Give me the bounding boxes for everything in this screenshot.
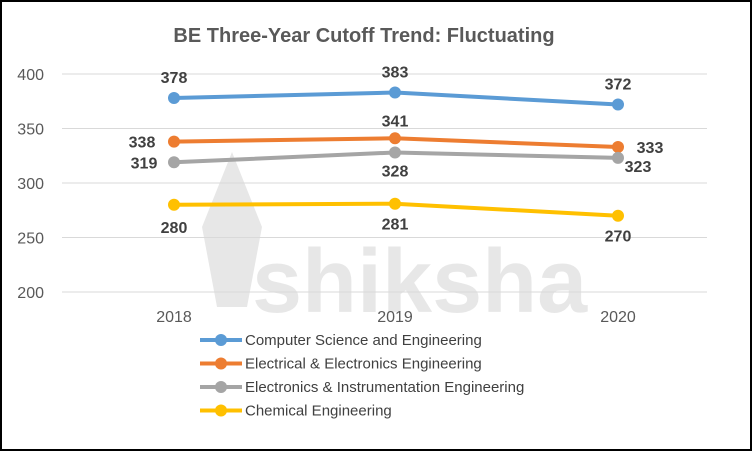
data-point[interactable] — [612, 151, 624, 164]
legend-point-marker — [215, 357, 227, 370]
data-label: 323 — [625, 159, 652, 176]
data-point[interactable] — [168, 198, 180, 211]
series-1: 338 341 333 — [129, 113, 664, 157]
data-point[interactable] — [612, 141, 624, 154]
svg-text:shiksha: shiksha — [252, 232, 588, 332]
data-point[interactable] — [389, 197, 401, 210]
data-label: 270 — [605, 229, 632, 246]
series-2: 319 328 323 — [131, 146, 652, 180]
data-label: 341 — [382, 113, 409, 130]
data-point[interactable] — [612, 98, 624, 111]
data-label: 338 — [129, 135, 156, 152]
data-label: 372 — [605, 77, 632, 94]
legend-label: Computer Science and Engineering — [245, 332, 482, 349]
data-point[interactable] — [389, 132, 401, 145]
legend-label: Chemical Engineering — [245, 403, 392, 420]
y-tick-label: 400 — [17, 67, 44, 84]
legend-entry[interactable]: Computer Science and Engineering — [200, 332, 482, 349]
legend-entry[interactable]: Electrical & Electronics Engineering — [200, 356, 482, 373]
y-tick-label: 350 — [17, 122, 44, 139]
legend-label: Electronics & Instrumentation Engineerin… — [245, 379, 524, 396]
y-tick-label: 200 — [17, 285, 44, 302]
legend-point-marker — [215, 404, 227, 417]
shiksha-watermark-logo: shiksha — [202, 152, 588, 332]
data-point[interactable] — [168, 135, 180, 148]
legend-entry[interactable]: Electronics & Instrumentation Engineerin… — [200, 379, 524, 396]
data-label: 378 — [161, 70, 188, 87]
legend-entry[interactable]: Chemical Engineering — [200, 403, 392, 420]
data-label: 319 — [131, 155, 158, 172]
series-3: 280 281 270 — [161, 197, 632, 246]
data-point[interactable] — [389, 146, 401, 159]
x-tick-label: 2020 — [600, 309, 636, 326]
series-0: 378 383 372 — [161, 65, 632, 111]
y-tick-label: 300 — [17, 176, 44, 193]
data-label: 333 — [637, 140, 664, 157]
legend-label: Electrical & Electronics Engineering — [245, 356, 482, 373]
data-point[interactable] — [389, 86, 401, 99]
data-point[interactable] — [168, 91, 180, 104]
chart-title: BE Three-Year Cutoff Trend: Fluctuating — [173, 25, 554, 47]
data-label: 383 — [382, 65, 409, 82]
data-label: 281 — [382, 217, 409, 234]
x-tick-label: 2019 — [377, 309, 413, 326]
data-label: 328 — [382, 163, 409, 180]
data-label: 280 — [161, 220, 188, 237]
x-tick-label: 2018 — [156, 309, 192, 326]
data-point[interactable] — [168, 156, 180, 169]
y-tick-label: 250 — [17, 231, 44, 248]
data-point[interactable] — [612, 209, 624, 222]
legend-point-marker — [215, 381, 227, 393]
legend-point-marker — [215, 334, 227, 346]
